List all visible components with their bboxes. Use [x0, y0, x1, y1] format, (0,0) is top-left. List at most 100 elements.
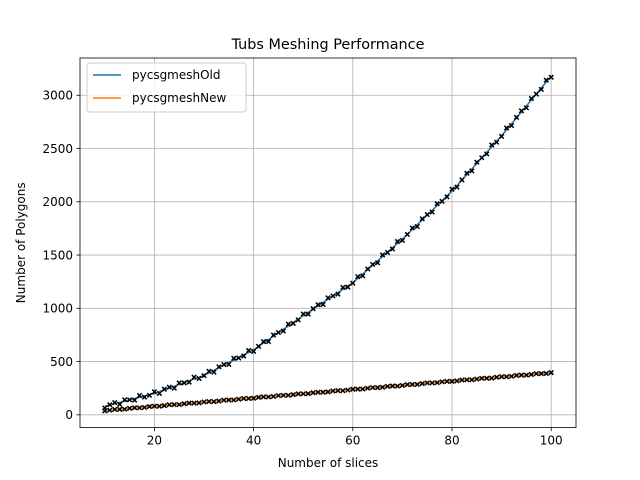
data-point-pycsgmeshold	[464, 170, 470, 176]
y-axis-label: Number of Polygons	[14, 182, 28, 303]
y-tick-label: 0	[65, 408, 73, 422]
data-point-pycsgmeshnew	[528, 371, 535, 378]
plot-area-frame	[79, 57, 577, 429]
data-point-pycsgmeshnew	[181, 401, 187, 407]
data-point-pycsgmeshnew	[325, 389, 331, 395]
data-point-pycsgmeshnew	[255, 394, 262, 401]
data-point-pycsgmeshold	[469, 168, 475, 174]
data-point-pycsgmeshnew	[240, 395, 247, 402]
data-point-pycsgmeshnew	[543, 370, 549, 377]
data-point-pycsgmeshnew	[479, 375, 485, 382]
data-point-pycsgmeshold	[240, 353, 247, 359]
data-point-pycsgmeshold	[444, 194, 450, 200]
data-point-pycsgmeshold	[270, 332, 277, 338]
data-point-pycsgmeshold	[211, 369, 217, 375]
data-point-pycsgmeshnew	[429, 380, 435, 386]
data-point-pycsgmeshnew	[444, 378, 450, 385]
data-point-pycsgmeshnew	[171, 401, 177, 408]
data-point-pycsgmeshnew	[136, 405, 143, 411]
data-point-pycsgmeshold	[206, 368, 212, 375]
data-point-pycsgmeshold	[315, 302, 321, 308]
data-point-pycsgmeshold	[533, 91, 540, 97]
data-point-pycsgmeshnew	[196, 400, 202, 406]
data-point-pycsgmeshold	[156, 390, 163, 397]
data-point-pycsgmeshold	[295, 317, 301, 323]
data-point-pycsgmeshold	[384, 249, 391, 256]
legend-box	[86, 62, 247, 113]
data-point-pycsgmeshold	[186, 379, 192, 385]
data-point-pycsgmeshnew	[260, 394, 267, 400]
data-point-pycsgmeshnew	[508, 373, 515, 380]
data-point-pycsgmeshnew	[379, 384, 386, 391]
data-point-pycsgmeshnew	[389, 383, 396, 389]
data-point-pycsgmeshnew	[211, 398, 217, 405]
data-point-pycsgmeshold	[379, 252, 386, 258]
data-point-pycsgmeshnew	[459, 377, 465, 383]
data-point-pycsgmeshold	[196, 375, 202, 382]
data-point-pycsgmeshnew	[538, 370, 545, 377]
data-point-pycsgmeshnew	[493, 374, 500, 380]
legend-label-pycsgmeshNew: pycsgmeshNew	[132, 91, 226, 105]
data-point-pycsgmeshnew	[315, 389, 321, 395]
data-point-pycsgmeshnew	[414, 381, 421, 388]
data-point-pycsgmeshnew	[141, 404, 148, 411]
data-point-pycsgmeshnew	[191, 400, 197, 406]
data-point-pycsgmeshold	[374, 260, 381, 266]
data-point-pycsgmeshold	[255, 343, 262, 350]
data-point-pycsgmeshnew	[285, 392, 292, 399]
data-point-pycsgmeshold	[290, 320, 297, 327]
data-point-pycsgmeshold	[518, 108, 525, 114]
data-point-pycsgmeshnew	[126, 405, 133, 412]
data-point-pycsgmeshnew	[161, 402, 168, 409]
data-point-pycsgmeshold	[300, 311, 306, 317]
data-point-pycsgmeshold	[345, 284, 351, 290]
data-point-pycsgmeshold	[479, 154, 485, 161]
data-point-pycsgmeshold	[359, 273, 366, 279]
data-point-pycsgmeshold	[508, 122, 515, 129]
data-point-pycsgmeshnew	[201, 399, 207, 405]
data-point-pycsgmeshnew	[280, 392, 287, 399]
data-point-pycsgmeshold	[191, 374, 197, 380]
data-point-pycsgmeshnew	[513, 372, 520, 379]
data-point-pycsgmeshold	[414, 223, 421, 230]
data-point-pycsgmeshnew	[245, 395, 252, 402]
data-point-pycsgmeshold	[260, 338, 267, 345]
data-point-pycsgmeshold	[121, 397, 128, 403]
data-point-pycsgmeshold	[201, 372, 207, 379]
data-point-pycsgmeshold	[389, 246, 396, 252]
data-point-pycsgmeshold	[350, 280, 356, 286]
data-point-pycsgmeshnew	[548, 369, 554, 376]
data-point-pycsgmeshnew	[250, 395, 257, 401]
data-point-pycsgmeshold	[493, 139, 500, 145]
data-point-pycsgmeshold	[310, 306, 316, 312]
data-point-pycsgmeshnew	[335, 387, 341, 394]
chart-title: Tubs Meshing Performance	[231, 37, 425, 53]
data-point-pycsgmeshold	[171, 385, 177, 391]
data-point-pycsgmeshold	[340, 284, 346, 291]
data-point-pycsgmeshnew	[434, 379, 440, 386]
data-point-pycsgmeshold	[419, 216, 425, 222]
data-point-pycsgmeshold	[151, 389, 158, 395]
data-point-pycsgmeshold	[449, 186, 455, 192]
data-point-pycsgmeshnew	[300, 391, 306, 397]
data-point-pycsgmeshnew	[469, 377, 475, 383]
data-point-pycsgmeshold	[330, 293, 336, 299]
data-point-pycsgmeshold	[355, 273, 361, 280]
data-point-pycsgmeshnew	[384, 383, 391, 390]
data-point-pycsgmeshold	[488, 142, 495, 148]
data-point-pycsgmeshnew	[176, 401, 182, 408]
y-tick-label: 1000	[42, 302, 73, 316]
data-point-pycsgmeshnew	[270, 393, 277, 400]
data-point-pycsgmeshnew	[310, 390, 316, 396]
data-point-pycsgmeshold	[235, 355, 242, 361]
data-point-pycsgmeshnew	[221, 397, 227, 403]
data-point-pycsgmeshold	[474, 159, 480, 165]
data-point-pycsgmeshold	[221, 361, 227, 368]
data-point-pycsgmeshnew	[364, 385, 371, 391]
x-tick-label: 100	[540, 434, 563, 448]
data-point-pycsgmeshold	[231, 355, 237, 362]
data-point-pycsgmeshnew	[275, 392, 282, 399]
y-tick-label: 500	[50, 355, 73, 369]
data-point-pycsgmeshold	[245, 347, 252, 354]
